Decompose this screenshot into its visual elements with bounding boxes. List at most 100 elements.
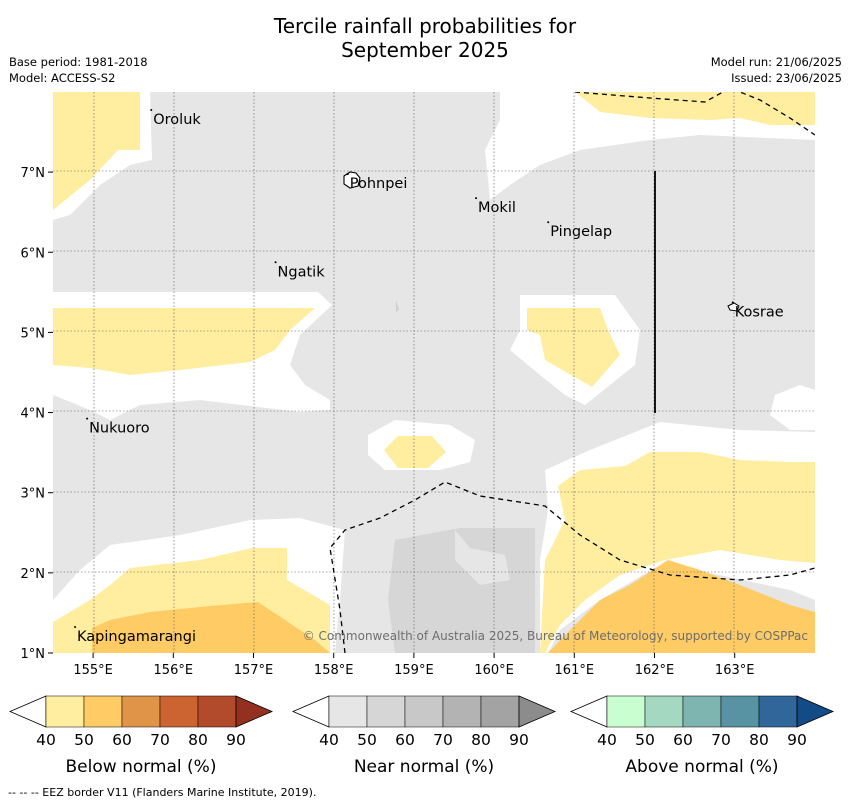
- place-label-oroluk: Oroluk: [153, 112, 201, 128]
- lon-tick-label: 155°E: [73, 663, 113, 678]
- place-labels: Oroluk Pohnpei Mokil Pingelap Ngatik Kosrae Nu…: [74, 108, 808, 645]
- lon-tick-label: 162°E: [635, 663, 675, 678]
- colorbar-1: 40 50 60 70 80 90 Below normal (%): [8, 695, 274, 777]
- place-marker: [346, 173, 349, 176]
- colorbar-segment: [682, 695, 722, 728]
- lon-tick-label: 160°E: [474, 663, 514, 678]
- map-title-line2: September 2025: [341, 38, 509, 62]
- colorbar-high-extend: [518, 695, 557, 728]
- colorbar-title: Above normal (%): [625, 757, 778, 777]
- copyright-notice: © Commonwealth of Australia 2025, Bureau…: [303, 629, 808, 643]
- colorbar-tick-label: 40: [319, 731, 339, 749]
- colorbar-title: Near normal (%): [354, 757, 494, 777]
- eez-border: [329, 92, 815, 653]
- colorbar-tick-label: 40: [597, 731, 617, 749]
- colorbar-2: 40 50 60 70 80 90 Near normal (%): [291, 695, 557, 777]
- kosrae-island-outline: [727, 302, 740, 312]
- colorbar-tick-label: 50: [74, 731, 94, 749]
- no-signal-area-ne: [485, 92, 815, 200]
- colorbar-tick-label: 60: [673, 731, 693, 749]
- colorbar-segment: [644, 695, 684, 728]
- colorbar-low-extend: [8, 695, 47, 728]
- lon-tick-label: 159°E: [394, 663, 434, 678]
- colorbar-segment: [366, 695, 406, 728]
- place-label-kosrae: Kosrae: [735, 304, 784, 320]
- place-label-kapingamarangi: Kapingamarangi: [77, 629, 196, 645]
- below-normal-50-area-se: [548, 560, 815, 653]
- lat-tick-label: 3°N: [21, 487, 46, 502]
- place-marker: [475, 197, 478, 200]
- colorbar-segment: [197, 695, 237, 728]
- colorbar-tick-label: 50: [635, 731, 655, 749]
- place-marker: [731, 301, 734, 304]
- colorbar-tick-label: 70: [433, 731, 453, 749]
- colorbar-tick-label: 50: [357, 731, 377, 749]
- lat-tick-label: 7°N: [21, 166, 46, 181]
- lon-tick-label: 163°E: [715, 663, 755, 678]
- colorbar-segment: [159, 695, 199, 728]
- place-marker: [74, 625, 77, 628]
- lon-tick-label: 158°E: [314, 663, 354, 678]
- colorbar-tick-label: 60: [395, 731, 415, 749]
- colorbar-tick-label: 40: [36, 731, 56, 749]
- below-normal-40-area-ne: [575, 92, 815, 125]
- lat-tick-label: 4°N: [21, 407, 46, 422]
- below-normal-50-area-sw: [92, 602, 330, 653]
- eez-footnote: -- -- -- EEZ border V11 (Flanders Marine…: [8, 786, 317, 799]
- below-normal-40-area-c: [527, 308, 620, 387]
- place-label-pohnpei: Pohnpei: [350, 176, 408, 192]
- map-gridlines: [53, 92, 815, 653]
- place-marker: [547, 221, 550, 224]
- colorbar-high-extend: [796, 695, 835, 728]
- no-signal-area-e: [770, 385, 815, 430]
- colorbar-segment: [720, 695, 760, 728]
- colorbar-segment: [606, 695, 646, 728]
- lat-tick-label: 6°N: [21, 246, 46, 261]
- colorbar-segment: [328, 695, 368, 728]
- colorbar-tick-label: 70: [150, 731, 170, 749]
- lon-tick-label: 161°E: [555, 663, 595, 678]
- map-field: Oroluk Pohnpei Mokil Pingelap Ngatik Kosrae Nu…: [53, 92, 815, 653]
- place-label-pingelap: Pingelap: [550, 224, 612, 240]
- lon-tick-label: 157°E: [234, 663, 274, 678]
- colorbar-high-extend: [235, 695, 274, 728]
- colorbar-tick-label: 80: [471, 731, 491, 749]
- colorbar-tick-label: 60: [112, 731, 132, 749]
- place-marker: [274, 261, 277, 264]
- colorbars: 40 50 60 70 80 90 Below normal (%) 40 50 60 70 80 90…: [8, 695, 835, 777]
- colorbar-3: 40 50 60 70 80 90 Above normal (%): [569, 695, 835, 777]
- issued-date: Issued: 23/06/2025: [731, 71, 842, 85]
- axis-ticks: 155°E 156°E 157°E 158°E 159°E 160°E 161°E 162°E…: [21, 166, 755, 678]
- below-normal-40-area-cs: [384, 436, 446, 468]
- place-marker: [150, 108, 153, 111]
- colorbar-segment: [45, 695, 85, 728]
- colorbar-tick-label: 90: [787, 731, 807, 749]
- colorbar-tick-label: 90: [226, 731, 246, 749]
- colorbar-segment: [404, 695, 444, 728]
- colorbar-low-extend: [291, 695, 330, 728]
- place-label-nukuoro: Nukuoro: [89, 421, 150, 437]
- place-label-mokil: Mokil: [478, 200, 516, 216]
- colorbar-low-extend: [569, 695, 608, 728]
- lon-tick-label: 156°E: [154, 663, 194, 678]
- lat-tick-label: 1°N: [21, 647, 46, 662]
- colorbar-tick-label: 80: [188, 731, 208, 749]
- colorbar-segment: [480, 695, 520, 728]
- model-name: Model: ACCESS-S2: [9, 71, 116, 85]
- place-marker: [86, 417, 89, 420]
- base-period: Base period: 1981-2018: [9, 55, 148, 69]
- colorbar-tick-label: 90: [509, 731, 529, 749]
- colorbar-title: Below normal (%): [66, 757, 217, 777]
- map-title-line1: Tercile rainfall probabilities for: [273, 14, 577, 38]
- lat-tick-label: 5°N: [21, 326, 46, 341]
- below-normal-40-area-nw: [53, 92, 140, 210]
- colorbar-segment: [442, 695, 482, 728]
- below-normal-40-area-w: [53, 308, 315, 375]
- colorbar-tick-label: 80: [749, 731, 769, 749]
- below-normal-40-area-se: [540, 452, 815, 653]
- model-run: Model run: 21/06/2025: [710, 55, 842, 69]
- colorbar-segment: [758, 695, 798, 728]
- colorbar-segment: [121, 695, 161, 728]
- lat-tick-label: 2°N: [21, 567, 46, 582]
